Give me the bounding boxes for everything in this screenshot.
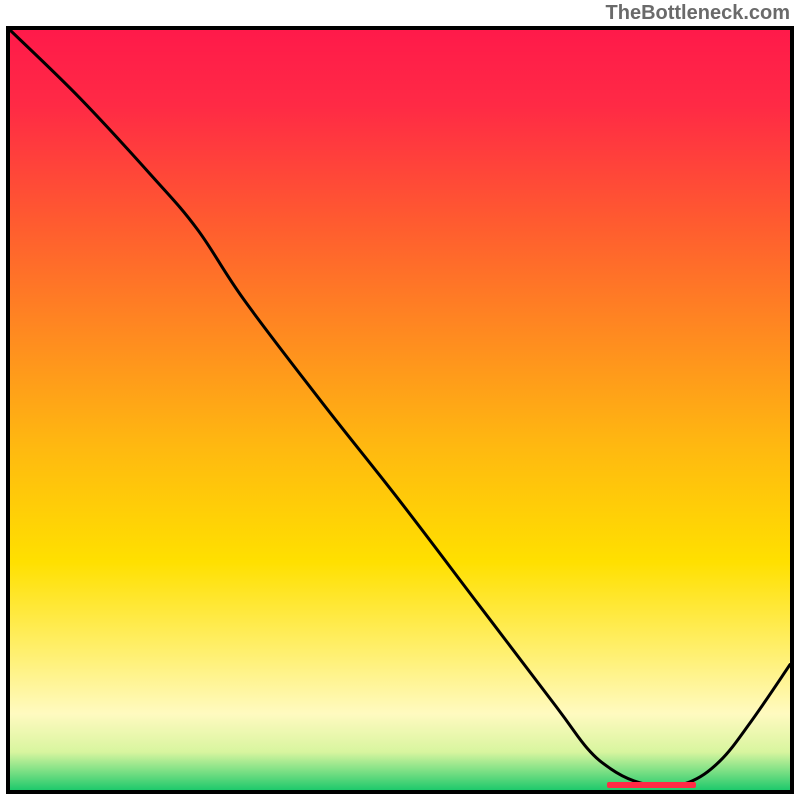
minimum-marker	[607, 782, 697, 788]
bottleneck-curve	[10, 30, 790, 790]
watermark-text: TheBottleneck.com	[606, 2, 790, 25]
chart-frame	[6, 26, 794, 794]
